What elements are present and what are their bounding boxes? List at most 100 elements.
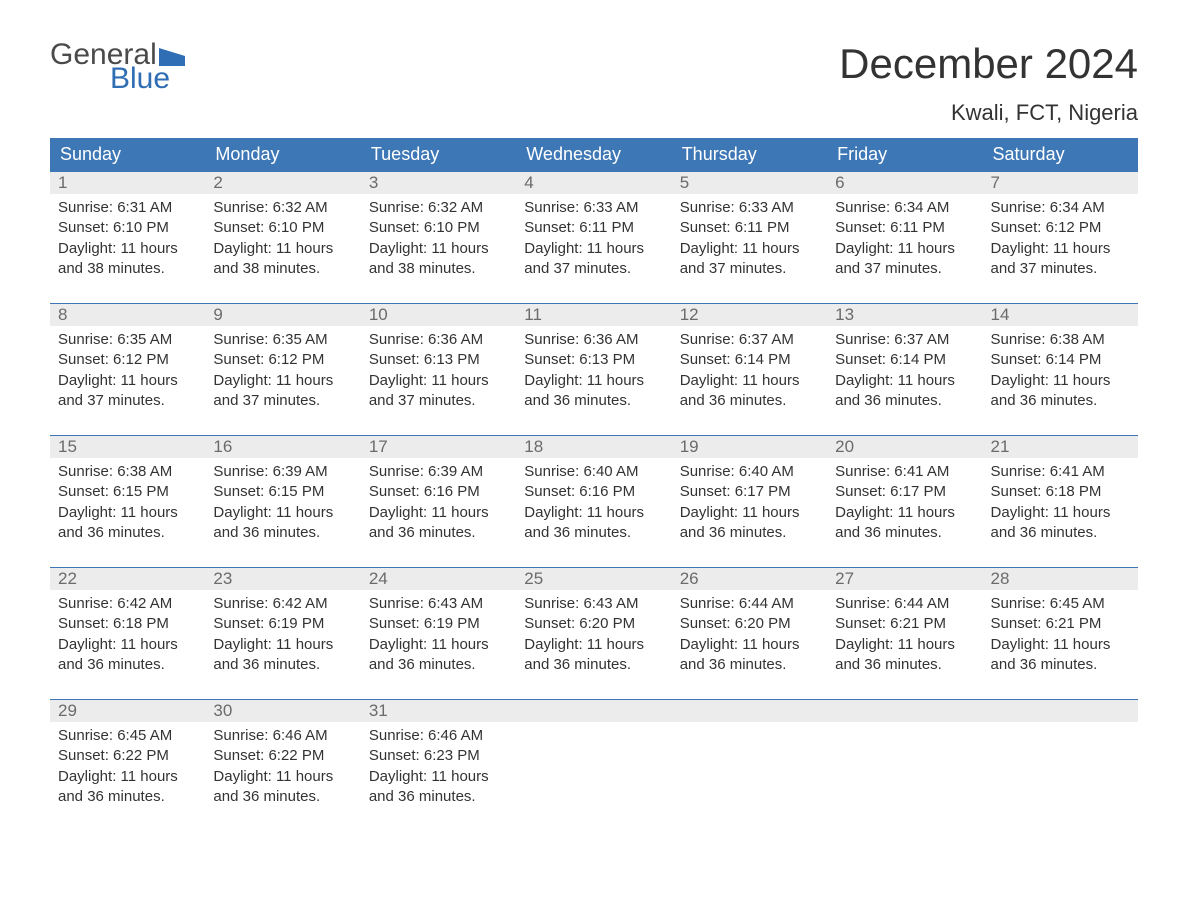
day-number: 26 [672,568,827,590]
daylight-line: Daylight: 11 hours and 36 minutes. [991,503,1130,544]
calendar-day: 10Sunrise: 6:36 AMSunset: 6:13 PMDayligh… [361,304,516,415]
sunset-line: Sunset: 6:17 PM [680,482,819,502]
calendar-day: . [827,700,982,811]
day-details: Sunrise: 6:43 AMSunset: 6:20 PMDaylight:… [516,590,671,679]
daylight-line: Daylight: 11 hours and 36 minutes. [524,371,663,412]
calendar-day: 29Sunrise: 6:45 AMSunset: 6:22 PMDayligh… [50,700,205,811]
sunset-line: Sunset: 6:20 PM [524,614,663,634]
calendar-day: 18Sunrise: 6:40 AMSunset: 6:16 PMDayligh… [516,436,671,547]
day-number: 15 [50,436,205,458]
calendar-day: . [672,700,827,811]
day-details: Sunrise: 6:39 AMSunset: 6:15 PMDaylight:… [205,458,360,547]
day-details: Sunrise: 6:42 AMSunset: 6:18 PMDaylight:… [50,590,205,679]
calendar-day: 4Sunrise: 6:33 AMSunset: 6:11 PMDaylight… [516,172,671,283]
day-number: 4 [516,172,671,194]
day-details: Sunrise: 6:35 AMSunset: 6:12 PMDaylight:… [205,326,360,415]
day-number: 24 [361,568,516,590]
day-number: 19 [672,436,827,458]
day-details: Sunrise: 6:38 AMSunset: 6:15 PMDaylight:… [50,458,205,547]
sunset-line: Sunset: 6:16 PM [369,482,508,502]
daylight-line: Daylight: 11 hours and 38 minutes. [369,239,508,280]
day-details: Sunrise: 6:44 AMSunset: 6:20 PMDaylight:… [672,590,827,679]
calendar-day: 11Sunrise: 6:36 AMSunset: 6:13 PMDayligh… [516,304,671,415]
sunrise-line: Sunrise: 6:41 AM [991,462,1130,482]
daylight-line: Daylight: 11 hours and 36 minutes. [680,635,819,676]
sunset-line: Sunset: 6:17 PM [835,482,974,502]
calendar-day: 30Sunrise: 6:46 AMSunset: 6:22 PMDayligh… [205,700,360,811]
calendar-day: 23Sunrise: 6:42 AMSunset: 6:19 PMDayligh… [205,568,360,679]
sunrise-line: Sunrise: 6:41 AM [835,462,974,482]
day-number: 18 [516,436,671,458]
sunset-line: Sunset: 6:10 PM [369,218,508,238]
day-details: Sunrise: 6:37 AMSunset: 6:14 PMDaylight:… [672,326,827,415]
sunrise-line: Sunrise: 6:42 AM [213,594,352,614]
day-details: Sunrise: 6:42 AMSunset: 6:19 PMDaylight:… [205,590,360,679]
sunrise-line: Sunrise: 6:35 AM [213,330,352,350]
title-block: December 2024 Kwali, FCT, Nigeria [839,40,1138,126]
daylight-line: Daylight: 11 hours and 36 minutes. [835,503,974,544]
day-number: . [672,700,827,722]
sunset-line: Sunset: 6:21 PM [991,614,1130,634]
calendar-day: 3Sunrise: 6:32 AMSunset: 6:10 PMDaylight… [361,172,516,283]
day-number: 10 [361,304,516,326]
sunrise-line: Sunrise: 6:36 AM [524,330,663,350]
day-details: Sunrise: 6:36 AMSunset: 6:13 PMDaylight:… [516,326,671,415]
sunset-line: Sunset: 6:18 PM [58,614,197,634]
day-number: 22 [50,568,205,590]
sunset-line: Sunset: 6:12 PM [991,218,1130,238]
sunset-line: Sunset: 6:15 PM [213,482,352,502]
day-details: Sunrise: 6:34 AMSunset: 6:11 PMDaylight:… [827,194,982,283]
day-details: Sunrise: 6:44 AMSunset: 6:21 PMDaylight:… [827,590,982,679]
day-number: 31 [361,700,516,722]
weekday-header: Wednesday [516,138,671,171]
day-number: 12 [672,304,827,326]
day-details: Sunrise: 6:45 AMSunset: 6:21 PMDaylight:… [983,590,1138,679]
day-number: 25 [516,568,671,590]
calendar-day: 6Sunrise: 6:34 AMSunset: 6:11 PMDaylight… [827,172,982,283]
daylight-line: Daylight: 11 hours and 37 minutes. [680,239,819,280]
sunrise-line: Sunrise: 6:32 AM [369,198,508,218]
day-number: 14 [983,304,1138,326]
weekday-header: Sunday [50,138,205,171]
sunset-line: Sunset: 6:13 PM [369,350,508,370]
calendar-day: 22Sunrise: 6:42 AMSunset: 6:18 PMDayligh… [50,568,205,679]
day-details: Sunrise: 6:31 AMSunset: 6:10 PMDaylight:… [50,194,205,283]
day-details: Sunrise: 6:34 AMSunset: 6:12 PMDaylight:… [983,194,1138,283]
daylight-line: Daylight: 11 hours and 36 minutes. [369,635,508,676]
daylight-line: Daylight: 11 hours and 38 minutes. [213,239,352,280]
day-number: 13 [827,304,982,326]
sunrise-line: Sunrise: 6:34 AM [835,198,974,218]
sunset-line: Sunset: 6:18 PM [991,482,1130,502]
sunrise-line: Sunrise: 6:36 AM [369,330,508,350]
sunrise-line: Sunrise: 6:43 AM [524,594,663,614]
calendar-day: 27Sunrise: 6:44 AMSunset: 6:21 PMDayligh… [827,568,982,679]
sunset-line: Sunset: 6:14 PM [991,350,1130,370]
day-number: 2 [205,172,360,194]
calendar-day: . [516,700,671,811]
day-number: 20 [827,436,982,458]
sunset-line: Sunset: 6:15 PM [58,482,197,502]
daylight-line: Daylight: 11 hours and 36 minutes. [524,635,663,676]
day-number: 17 [361,436,516,458]
calendar-day: 28Sunrise: 6:45 AMSunset: 6:21 PMDayligh… [983,568,1138,679]
day-details: Sunrise: 6:37 AMSunset: 6:14 PMDaylight:… [827,326,982,415]
calendar-week: 15Sunrise: 6:38 AMSunset: 6:15 PMDayligh… [50,435,1138,547]
day-details: Sunrise: 6:46 AMSunset: 6:22 PMDaylight:… [205,722,360,811]
sunrise-line: Sunrise: 6:40 AM [680,462,819,482]
sunset-line: Sunset: 6:20 PM [680,614,819,634]
daylight-line: Daylight: 11 hours and 36 minutes. [991,635,1130,676]
daylight-line: Daylight: 11 hours and 36 minutes. [369,767,508,808]
day-number: 3 [361,172,516,194]
sunrise-line: Sunrise: 6:45 AM [58,726,197,746]
sunset-line: Sunset: 6:11 PM [524,218,663,238]
day-details: Sunrise: 6:43 AMSunset: 6:19 PMDaylight:… [361,590,516,679]
logo: General Blue [50,40,185,94]
daylight-line: Daylight: 11 hours and 38 minutes. [58,239,197,280]
day-details: Sunrise: 6:40 AMSunset: 6:17 PMDaylight:… [672,458,827,547]
daylight-line: Daylight: 11 hours and 37 minutes. [213,371,352,412]
calendar-day: 19Sunrise: 6:40 AMSunset: 6:17 PMDayligh… [672,436,827,547]
month-title: December 2024 [839,40,1138,88]
daylight-line: Daylight: 11 hours and 37 minutes. [991,239,1130,280]
day-details: Sunrise: 6:32 AMSunset: 6:10 PMDaylight:… [361,194,516,283]
sunset-line: Sunset: 6:22 PM [213,746,352,766]
